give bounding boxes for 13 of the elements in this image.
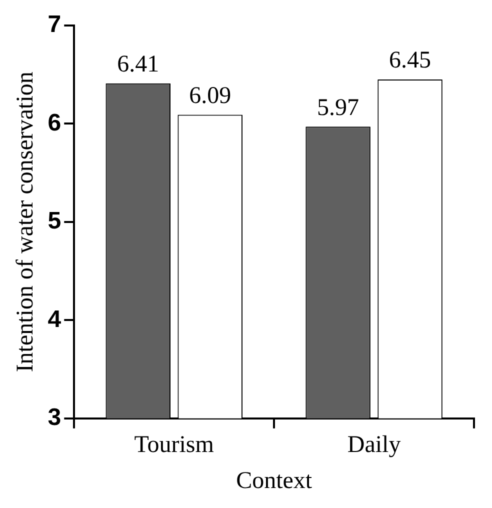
x-axis-title: Context (236, 468, 312, 494)
data-label: 6.45 (389, 48, 432, 74)
y-tick-label: 3 (48, 404, 62, 432)
data-label: 5.97 (317, 94, 360, 121)
y-tick-label: 5 (48, 208, 62, 235)
x-tick-label: Daily (347, 432, 401, 458)
y-tick-label: 6 (48, 109, 62, 136)
y-tick-label: 4 (48, 306, 62, 333)
x-tick-label: Tourism (134, 432, 214, 458)
y-axis-title: Intention of water conservation (12, 72, 39, 372)
data-label: 6.41 (117, 52, 160, 78)
data-label: 6.09 (189, 83, 232, 110)
y-tick-label: 7 (48, 11, 62, 38)
